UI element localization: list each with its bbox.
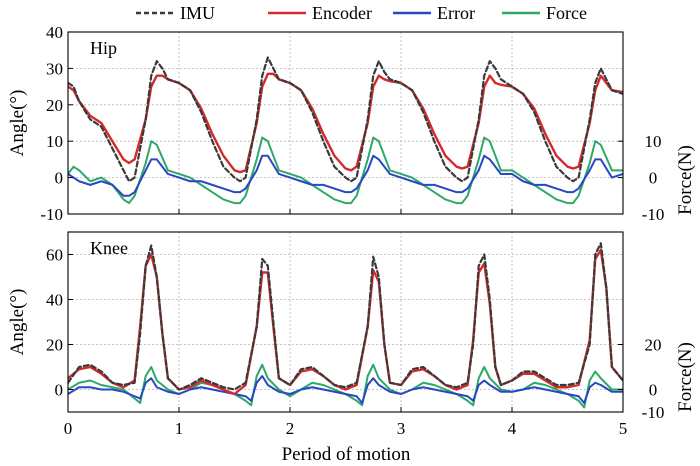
knee-error-line [68, 375, 623, 404]
knee-encoder-line [68, 248, 623, 396]
y-tick-label: 0 [55, 169, 64, 188]
legend-label-error: Error [437, 3, 475, 23]
y-tick-label: 20 [46, 336, 63, 355]
plot-frame [67, 31, 624, 215]
y-tick-label: 20 [46, 96, 63, 115]
y2-axis-label: Force(N) [675, 342, 696, 412]
x-tick-label: 5 [619, 419, 628, 438]
x-axis-label: Period of motion [282, 444, 411, 465]
knee-panel: 0 20 40 60 20 0 -10 Knee Angle(°) Force(N) [7, 231, 696, 422]
y-tick-label: 40 [46, 291, 63, 310]
x-tick-label: 4 [508, 419, 517, 438]
x-tick-label: 1 [175, 419, 184, 438]
x-tick-label: 0 [64, 419, 73, 438]
legend-label-encoder: Encoder [312, 3, 372, 23]
y2-axis-label: Force(N) [675, 145, 696, 215]
hip-error-line [68, 154, 623, 197]
hip-imu-line [68, 56, 623, 183]
knee-imu-line [68, 242, 623, 391]
y-tick-label: 10 [46, 132, 63, 151]
y-axis-label: Angle(°) [7, 289, 28, 356]
y-tick-label: 30 [46, 59, 63, 78]
hip-encoder-line [68, 72, 623, 174]
x-tick-label: 2 [286, 419, 295, 438]
y2-tick-label: 20 [645, 336, 662, 355]
x-axis: 0 1 2 3 4 5 [64, 419, 628, 438]
y-tick-label: 40 [46, 23, 63, 42]
y-tick-label: 0 [55, 381, 64, 400]
y2-tick-label: -10 [642, 403, 665, 422]
y2-tick-label: 10 [645, 132, 662, 151]
legend-label-force: Force [546, 3, 587, 23]
knee-force-line [68, 363, 623, 409]
hip-force-line [68, 136, 623, 205]
hip-panel: -10 0 10 20 30 40 10 0 -10 Hip Angle(°) Force(N) [7, 23, 696, 224]
panel-label: Knee [90, 238, 128, 258]
legend-item-force: Force [502, 3, 587, 23]
y2-tick-label: -10 [642, 205, 665, 224]
legend: IMU Encoder Error Force [136, 3, 587, 23]
panel-label: Hip [90, 38, 117, 58]
y-tick-label: 60 [46, 246, 63, 265]
legend-item-imu: IMU [136, 3, 215, 23]
plot-frame [67, 231, 624, 413]
legend-label-imu: IMU [180, 3, 215, 23]
legend-item-error: Error [393, 3, 475, 23]
y2-tick-label: 0 [649, 169, 658, 188]
y-tick-label: -10 [40, 205, 63, 224]
y2-tick-label: 0 [649, 381, 658, 400]
legend-item-encoder: Encoder [268, 3, 372, 23]
y-axis-label: Angle(°) [7, 90, 28, 157]
x-tick-label: 3 [397, 419, 406, 438]
